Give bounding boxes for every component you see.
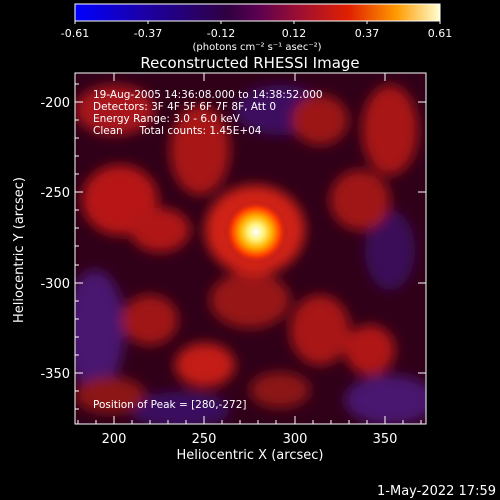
peak-position-text: Position of Peak = [280,-272] — [93, 399, 247, 411]
flare-peak — [224, 200, 288, 264]
detectors-text: Detectors: 3F 4F 5F 6F 7F 8F, Att 0 — [93, 101, 276, 113]
colorbar-tick-label: -0.12 — [207, 27, 235, 40]
x-tick-label: 200 — [102, 432, 127, 447]
time-range-text: 19-Aug-2005 14:36:08.000 to 14:38:52.000 — [93, 89, 323, 101]
rhessi-image — [75, 73, 426, 424]
colorbar-tick-label: -0.61 — [61, 27, 89, 40]
y-tick-label: -250 — [40, 186, 70, 201]
colorbar-unit-label: (photons cm⁻² s⁻¹ asec⁻²) — [192, 42, 321, 53]
x-tick-label: 250 — [192, 432, 217, 447]
y-tick-label: -300 — [40, 277, 70, 292]
y-axis-label: Heliocentric Y (arcsec) — [12, 177, 27, 323]
energy-range-text: Energy Range: 3.0 - 6.0 keV — [93, 113, 241, 125]
y-tick-label: -200 — [40, 96, 70, 111]
colorbar-tick-label: 0.37 — [355, 27, 380, 40]
colorbar-tick-label: 0.61 — [428, 27, 453, 40]
colorbar-tick-label: 0.12 — [282, 27, 307, 40]
x-axis-label: Heliocentric X (arcsec) — [177, 448, 324, 463]
x-tick-label: 350 — [373, 432, 398, 447]
colorbar: -0.61 -0.37 -0.12 0.12 0.37 0.61 (photon… — [61, 3, 453, 53]
colorbar-ticks — [74, 21, 441, 24]
info-overlay: 19-Aug-2005 14:36:08.000 to 14:38:52.000… — [93, 89, 323, 411]
plot-title: Reconstructed RHESSI Image — [140, 54, 359, 72]
y-tick-label: -350 — [40, 367, 70, 382]
footer-date: 1-May-2022 17:59 — [377, 484, 496, 499]
colorbar-gradient — [74, 3, 441, 22]
plot-frame — [74, 72, 427, 425]
x-tick-label: 300 — [283, 432, 308, 447]
plot-axes: 200 250 300 350 -200 -250 -300 -350 Heli… — [12, 72, 427, 463]
colorbar-tick-label: -0.37 — [134, 27, 162, 40]
clean-counts-text: Clean Total counts: 1.45E+04 — [93, 125, 262, 137]
